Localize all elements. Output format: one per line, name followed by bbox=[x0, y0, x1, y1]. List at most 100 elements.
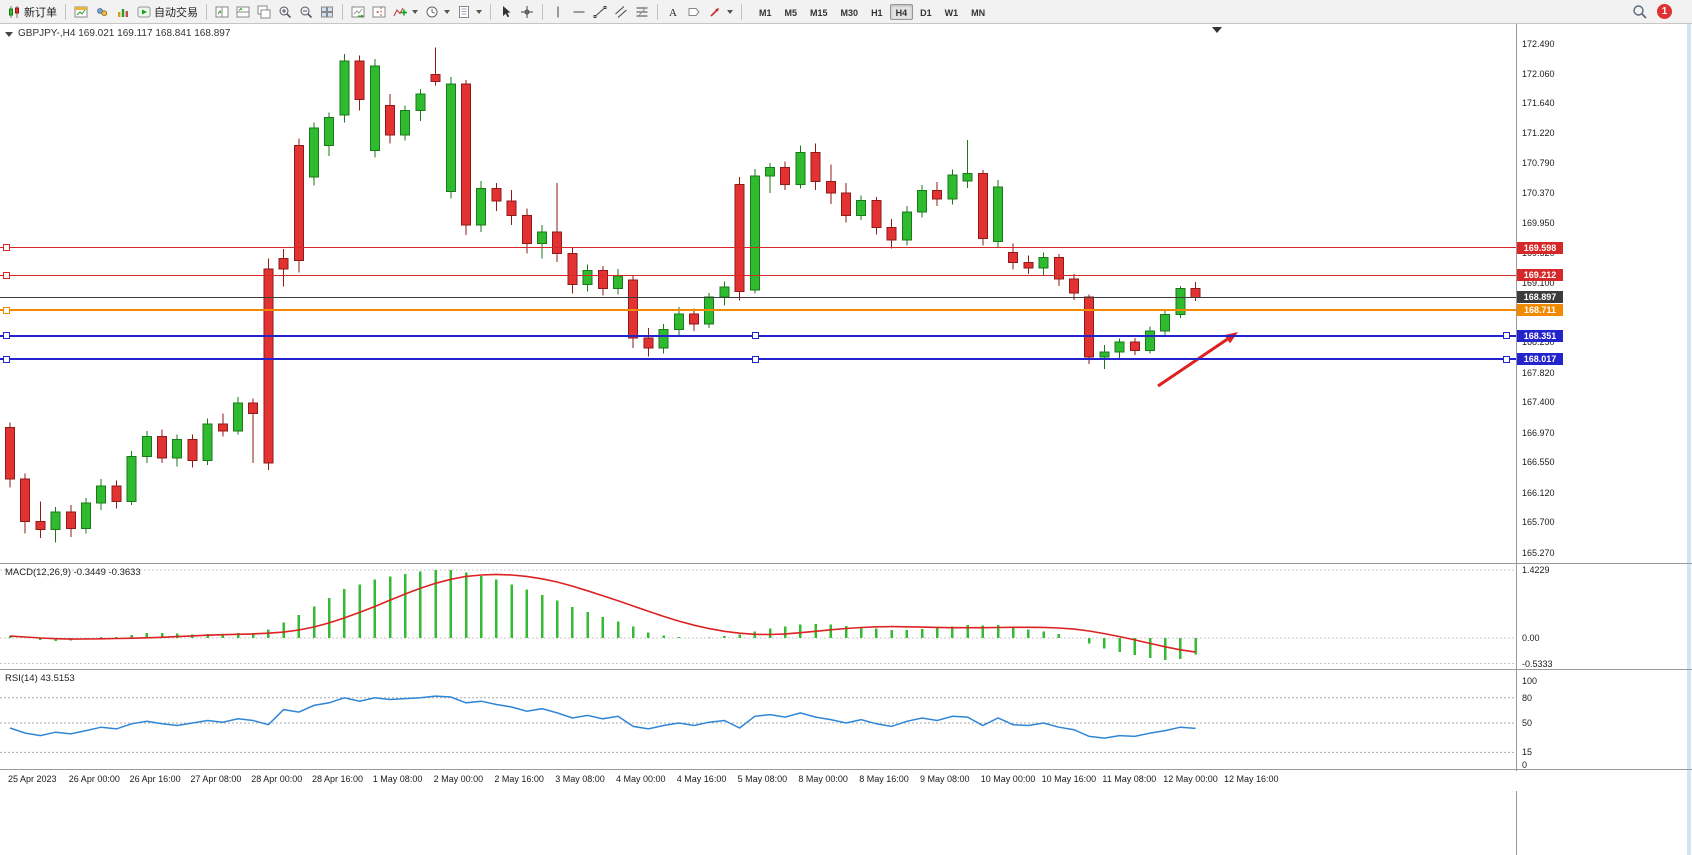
main-toolbar: 新订单 自动交易 A M1 M5 M15 M30 H1 H4 D1 W1 MN 1 bbox=[0, 0, 1692, 24]
cursor-icon bbox=[499, 5, 513, 19]
hline-169.212[interactable] bbox=[0, 274, 1516, 276]
zoom-out-icon bbox=[299, 5, 313, 19]
search-button[interactable] bbox=[1629, 2, 1651, 22]
panel-divider[interactable] bbox=[0, 669, 1692, 670]
cursor-tool-button[interactable] bbox=[496, 2, 516, 22]
arrows-dropdown[interactable] bbox=[705, 2, 736, 22]
price-tick: 165.270 bbox=[1522, 547, 1555, 558]
panel-divider[interactable] bbox=[0, 769, 1692, 770]
trendline-icon bbox=[593, 5, 607, 19]
periods-dropdown[interactable] bbox=[422, 2, 453, 22]
profiles-icon bbox=[95, 5, 109, 19]
timeframe-button-H1[interactable]: H1 bbox=[865, 4, 889, 20]
price-tick: 167.820 bbox=[1522, 367, 1555, 378]
chevron-down-icon bbox=[412, 9, 418, 14]
crosshair-icon bbox=[520, 5, 534, 19]
price-tick: 172.490 bbox=[1522, 38, 1555, 49]
chart-shift-icon bbox=[372, 5, 386, 19]
timeframe-button-M30[interactable]: M30 bbox=[835, 4, 865, 20]
autoscroll-button[interactable] bbox=[348, 2, 368, 22]
line-handle[interactable] bbox=[3, 306, 10, 314]
macd-signal-line bbox=[9, 573, 1196, 653]
vertical-line-icon bbox=[551, 5, 565, 19]
line-handle[interactable] bbox=[3, 244, 10, 252]
line-handle[interactable] bbox=[1503, 355, 1510, 363]
one-click-trading-arrow[interactable] bbox=[5, 32, 13, 37]
timeframe-button-M1[interactable]: M1 bbox=[753, 4, 778, 20]
horizontal-line-tool-button[interactable] bbox=[569, 2, 589, 22]
horizontal-line-icon bbox=[572, 5, 586, 19]
toolbar-right-group: 1 bbox=[1629, 2, 1688, 22]
macd-label: MACD(12,26,9) -0.3449 -0.3633 bbox=[5, 567, 141, 578]
timeframe-button-D1[interactable]: D1 bbox=[914, 4, 938, 20]
trendline-tool-button[interactable] bbox=[590, 2, 610, 22]
cascade-windows-button[interactable] bbox=[254, 2, 274, 22]
profiles-button[interactable] bbox=[92, 2, 112, 22]
hline-169.598[interactable] bbox=[0, 247, 1516, 249]
text-tool-button[interactable]: A bbox=[663, 2, 683, 22]
zoom-in-button[interactable] bbox=[275, 2, 295, 22]
timeframe-button-MN[interactable]: MN bbox=[965, 4, 991, 20]
time-label: 3 May 08:00 bbox=[555, 774, 605, 784]
price-tick: 165.700 bbox=[1522, 517, 1555, 528]
text-label-tool-button[interactable] bbox=[684, 2, 704, 22]
macd-canvas[interactable] bbox=[0, 565, 1516, 669]
tile-horizontal-button[interactable] bbox=[233, 2, 253, 22]
chart-info: GBPJPY-,H4 169.021 169.117 168.841 168.8… bbox=[18, 28, 231, 39]
cascade-windows-icon bbox=[257, 5, 271, 19]
line-handle[interactable] bbox=[3, 355, 10, 363]
hline-168.897[interactable] bbox=[0, 296, 1516, 298]
crosshair-tool-button[interactable] bbox=[517, 2, 537, 22]
new-order-button[interactable]: 新订单 bbox=[4, 2, 60, 22]
search-icon bbox=[1632, 4, 1648, 20]
channel-tool-button[interactable] bbox=[611, 2, 631, 22]
timeframe-button-W1[interactable]: W1 bbox=[939, 4, 965, 20]
timeframe-button-M15[interactable]: M15 bbox=[804, 4, 834, 20]
time-label: 28 Apr 16:00 bbox=[312, 774, 364, 784]
tile-vertical-button[interactable] bbox=[212, 2, 232, 22]
notification-badge[interactable]: 1 bbox=[1657, 4, 1672, 19]
time-axis[interactable] bbox=[0, 771, 1692, 791]
price-axis[interactable] bbox=[1516, 24, 1692, 855]
svg-text:A: A bbox=[669, 7, 677, 19]
templates-dropdown[interactable] bbox=[454, 2, 485, 22]
price-tick: 168.250 bbox=[1522, 337, 1555, 348]
market-watch-button[interactable] bbox=[113, 2, 133, 22]
zoom-out-button[interactable] bbox=[296, 2, 316, 22]
tile-vertical-icon bbox=[215, 5, 229, 19]
tile-horizontal-icon bbox=[236, 5, 250, 19]
timeframe-button-H4[interactable]: H4 bbox=[889, 3, 914, 20]
autotrading-icon bbox=[137, 5, 151, 19]
line-handle[interactable] bbox=[752, 355, 759, 363]
tile-windows-button[interactable] bbox=[317, 2, 337, 22]
autotrading-button[interactable]: 自动交易 bbox=[134, 2, 201, 22]
time-label: 4 May 00:00 bbox=[616, 774, 666, 784]
line-handle[interactable] bbox=[1503, 332, 1510, 340]
chart-window[interactable]: GBPJPY-,H4 169.021 169.117 168.841 168.8… bbox=[0, 24, 1692, 855]
new-chart-button[interactable] bbox=[71, 2, 91, 22]
line-handle[interactable] bbox=[3, 332, 10, 340]
panel-divider[interactable] bbox=[0, 563, 1692, 564]
time-label: 27 Apr 08:00 bbox=[190, 774, 242, 784]
line-handle[interactable] bbox=[752, 332, 759, 340]
timeframe-button-M5[interactable]: M5 bbox=[779, 4, 804, 20]
toolbar-separator bbox=[206, 3, 207, 20]
toolbar-separator bbox=[65, 3, 66, 20]
price-tick: 169.100 bbox=[1522, 277, 1555, 288]
rsi-tick: 80 bbox=[1522, 692, 1533, 703]
fibonacci-tool-button[interactable] bbox=[632, 2, 652, 22]
indicators-dropdown[interactable] bbox=[390, 2, 421, 22]
templates-icon bbox=[457, 5, 471, 19]
rsi-canvas[interactable] bbox=[0, 671, 1516, 769]
hline-168.711[interactable] bbox=[0, 309, 1516, 312]
time-label: 8 May 16:00 bbox=[859, 774, 909, 784]
vertical-line-tool-button[interactable] bbox=[548, 2, 568, 22]
time-label: 4 May 16:00 bbox=[676, 774, 727, 784]
new-order-label: 新订单 bbox=[24, 6, 57, 19]
price-badge-168.351: 168.351 bbox=[1517, 329, 1563, 342]
line-handle[interactable] bbox=[3, 271, 10, 279]
toolbar-separator bbox=[741, 3, 742, 20]
chart-shift-button[interactable] bbox=[369, 2, 389, 22]
main-chart-canvas[interactable] bbox=[0, 24, 1516, 563]
indicators-icon bbox=[393, 5, 407, 19]
